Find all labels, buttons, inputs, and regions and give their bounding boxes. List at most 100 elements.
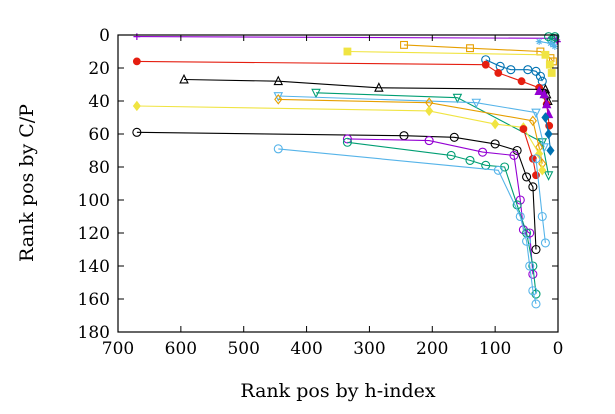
data-point: [342, 134, 352, 144]
data-point: [535, 71, 545, 81]
data-point: [425, 105, 434, 117]
y-tick-label: 140: [78, 257, 110, 277]
x-tick-label: 300: [353, 339, 385, 359]
series-6: [481, 55, 547, 86]
x-axis-label: Rank pos by h-index: [240, 380, 436, 402]
data-point: [515, 211, 525, 222]
series-3: [535, 38, 559, 50]
data-point: [528, 115, 537, 127]
data-point: [273, 75, 284, 86]
data-point: [541, 112, 550, 123]
y-tick-label: 120: [78, 224, 110, 244]
data-point: [493, 165, 503, 175]
data-point: [535, 38, 543, 45]
data-point: [544, 128, 553, 140]
x-tick-label: 700: [102, 339, 134, 359]
data-point: [132, 100, 141, 112]
y-axis-label: Rank pos by C/P: [16, 104, 38, 262]
series-layer: [132, 32, 561, 309]
series-line: [136, 131, 537, 250]
series-5: [343, 47, 556, 77]
data-point: [525, 261, 535, 271]
x-tick-label: 500: [227, 339, 259, 359]
y-tick-label: 60: [88, 125, 110, 145]
data-point: [132, 57, 141, 66]
data-point: [481, 60, 490, 69]
series-2: [544, 32, 560, 45]
data-point: [490, 139, 500, 149]
data-point: [512, 145, 522, 156]
series-14: [541, 112, 555, 156]
data-point: [494, 69, 503, 77]
plot-frame: [117, 34, 559, 333]
data-point: [535, 148, 544, 160]
data-point: [547, 39, 554, 47]
y-tick-label: 0: [99, 26, 110, 46]
data-point: [541, 98, 552, 109]
data-point: [539, 88, 549, 99]
data-point: [545, 60, 554, 69]
data-point: [540, 238, 550, 248]
data-point: [374, 82, 384, 92]
series-line: [485, 59, 543, 82]
series-19: [273, 144, 541, 309]
series-line: [347, 138, 534, 275]
data-point: [506, 65, 516, 75]
series-line: [548, 36, 556, 41]
y-tick-label: 100: [78, 191, 110, 211]
series-20: [531, 154, 550, 248]
series-line: [347, 141, 537, 295]
data-point: [534, 85, 544, 95]
data-point: [133, 33, 141, 41]
data-point: [541, 50, 550, 59]
y-tick-label: 40: [88, 92, 110, 112]
data-point: [537, 76, 547, 86]
data-point: [466, 44, 474, 53]
data-point: [528, 261, 538, 271]
data-point: [538, 165, 547, 176]
y-tick-label: 160: [78, 290, 110, 310]
data-point: [342, 137, 352, 147]
data-point: [528, 154, 537, 163]
data-point: [519, 125, 528, 133]
data-point: [551, 43, 559, 50]
x-tick-label: 600: [165, 339, 197, 359]
data-point: [478, 147, 488, 157]
data-point: [522, 172, 532, 182]
series-line: [535, 158, 546, 243]
data-point: [274, 94, 283, 105]
y-tick-label: 20: [88, 59, 110, 79]
x-tick-label: 200: [416, 339, 448, 359]
series-16: [132, 127, 541, 255]
data-point: [424, 136, 434, 146]
data-point: [446, 150, 456, 160]
data-point: [179, 73, 189, 84]
data-point: [531, 299, 541, 309]
data-point: [531, 289, 541, 299]
ticks-layer: 700 600 500 400 300 200 100 0 0 20 40 60 80 100 120 140…: [78, 26, 564, 359]
series-9: [534, 85, 554, 119]
x-tick-label: 400: [290, 339, 322, 359]
data-point: [531, 108, 541, 119]
data-point: [471, 98, 482, 109]
data-point: [465, 155, 475, 165]
data-point: [531, 154, 541, 164]
series-line: [278, 148, 537, 305]
data-point: [537, 211, 547, 222]
data-point: [273, 92, 284, 102]
data-point: [544, 32, 554, 42]
data-point: [528, 182, 538, 192]
data-point: [449, 132, 459, 142]
x-tick-label: 100: [479, 339, 511, 359]
data-point: [273, 144, 283, 154]
series-15: [519, 125, 540, 180]
data-point: [515, 195, 525, 205]
data-point: [509, 150, 519, 160]
data-point: [531, 244, 541, 255]
data-point: [517, 77, 526, 86]
data-point: [543, 171, 554, 181]
y-tick-label: 180: [78, 323, 110, 343]
series-18: [342, 137, 541, 299]
